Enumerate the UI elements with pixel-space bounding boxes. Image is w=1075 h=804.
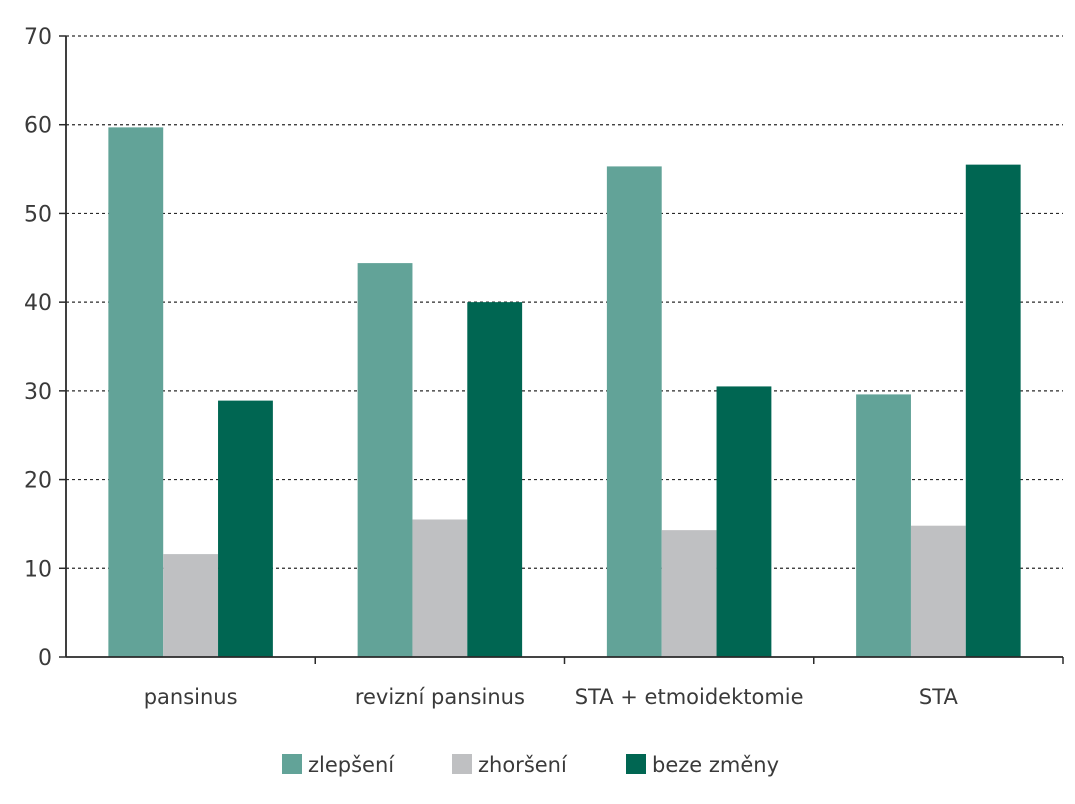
bar-beze-zmeny xyxy=(218,400,273,657)
y-tick-label: 60 xyxy=(24,114,52,139)
legend-swatch xyxy=(626,754,646,774)
bar-zhorseni xyxy=(412,519,468,657)
legend: zlepšení zhoršení beze změny xyxy=(282,753,779,777)
bar-zlepseni xyxy=(606,166,662,657)
bar-zlepseni xyxy=(357,263,413,657)
legend-label: zhoršení xyxy=(478,753,568,777)
bars xyxy=(108,127,1021,657)
y-tick-label: 0 xyxy=(38,646,52,671)
bar-zhorseni xyxy=(910,525,966,657)
legend-swatch xyxy=(452,754,472,774)
legend-label: zlepšení xyxy=(308,753,395,777)
y-tick-label: 20 xyxy=(24,469,52,494)
axes: 0 10 20 30 40 50 60 70 pansinus revizní pansinus S… xyxy=(24,25,1064,709)
legend-label: beze změny xyxy=(652,753,779,777)
x-category-label: STA + etmoidektomie xyxy=(575,685,804,709)
legend-swatch xyxy=(282,754,302,774)
gridlines xyxy=(66,35,1063,569)
y-tick-label: 50 xyxy=(24,202,52,227)
bar-zlepseni xyxy=(108,127,164,657)
bar-zlepseni xyxy=(856,394,911,657)
y-tick-label: 30 xyxy=(24,380,52,405)
bar-zhorseni xyxy=(163,554,219,657)
x-category-label: revizní pansinus xyxy=(355,685,525,709)
bar-beze-zmeny xyxy=(716,386,772,657)
x-category-label: STA xyxy=(919,685,959,709)
bar-beze-zmeny xyxy=(467,302,523,657)
bar-zhorseni xyxy=(661,530,717,657)
y-tick-label: 40 xyxy=(24,291,52,316)
x-category-label: pansinus xyxy=(144,685,238,709)
y-tick-label: 70 xyxy=(24,25,52,50)
y-tick-label: 10 xyxy=(24,557,52,582)
bar-beze-zmeny xyxy=(965,164,1021,657)
